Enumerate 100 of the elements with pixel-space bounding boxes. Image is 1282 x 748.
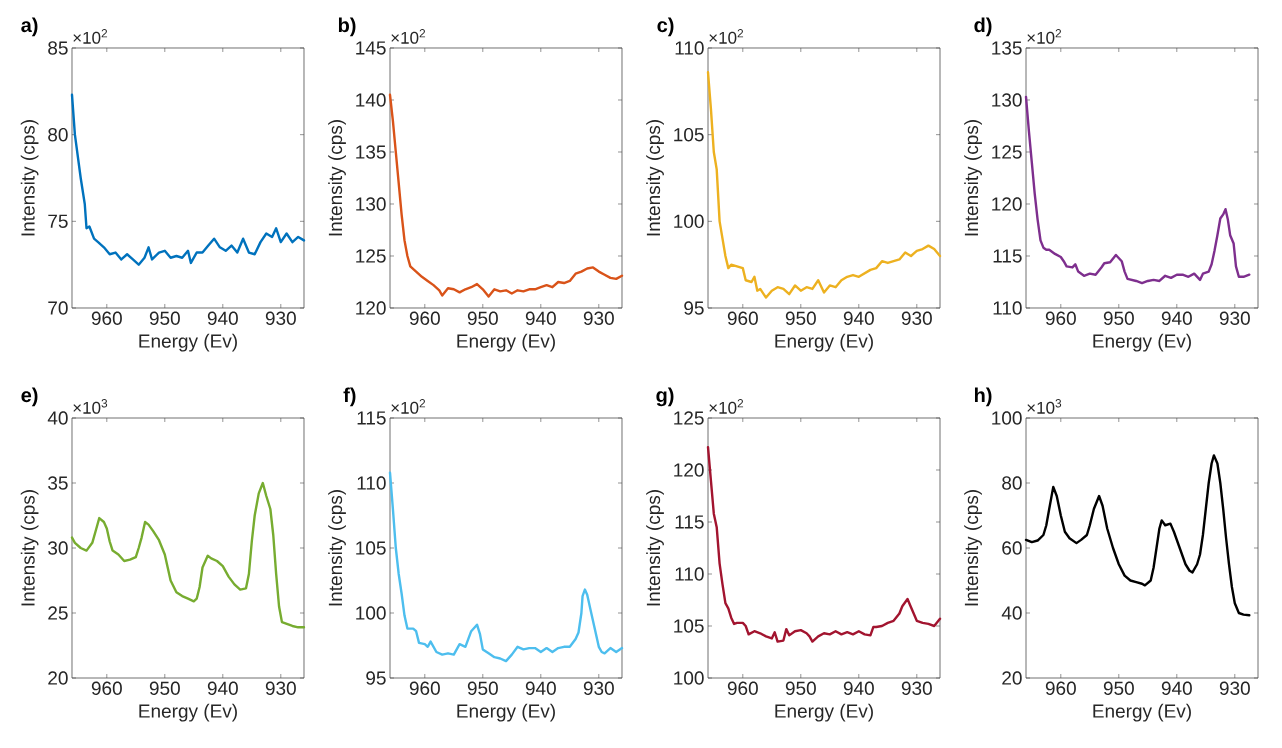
chart-title: f) [343, 387, 356, 407]
x-tick-label: 940 [843, 311, 874, 325]
y-tick-label: 125 [356, 249, 386, 263]
x-tick-label: 930 [1219, 311, 1250, 325]
y-tick-label: 120 [992, 197, 1022, 211]
line-series [70, 481, 306, 629]
text: ×10$^{2}$ [709, 29, 744, 44]
y-tick-label: 25 [48, 606, 68, 620]
y-tick-label: 140 [356, 93, 386, 107]
x-axis-title: Energy (Ev) [775, 333, 873, 352]
y-axis-title: Intensity (cps) [328, 120, 346, 236]
y-tick-label: 115 [357, 411, 386, 425]
x-axis-title: Energy (Ev) [457, 333, 555, 352]
y-tick-label: 95 [366, 671, 386, 685]
y-tick-label: 110 [993, 301, 1022, 315]
text: ×10$^{3}$ [73, 399, 108, 414]
x-axis-title: Energy (Ev) [139, 703, 237, 722]
text: ×10$^{3}$ [1027, 399, 1062, 414]
y-tick-label: 125 [992, 145, 1022, 159]
y-tick-label: 125 [674, 411, 704, 425]
x-tick-label: 940 [843, 681, 874, 695]
chart-title: h) [974, 387, 992, 407]
y-tick-label: 20 [48, 671, 68, 685]
y-tick-label: 110 [675, 567, 704, 581]
line-series [388, 471, 624, 663]
line-series [70, 93, 306, 266]
x-tick-label: 940 [207, 681, 238, 695]
x-tick-label: 950 [149, 681, 180, 695]
x-tick-label: 950 [149, 311, 180, 325]
y-tick-label: 120 [356, 301, 386, 315]
x-tick-label: 940 [207, 311, 238, 325]
line-series [1024, 95, 1251, 285]
text: ×10$^{2}$ [709, 399, 744, 414]
chart-title: b) [338, 17, 356, 37]
y-tick-label: 110 [675, 41, 704, 55]
y-tick-label: 105 [356, 541, 386, 555]
y-tick-label: 100 [674, 214, 704, 229]
x-axis-title: Energy (Ev) [775, 703, 873, 722]
y-axis-title: Intensity (cps) [328, 490, 346, 606]
y-tick-label: 80 [48, 127, 68, 142]
x-tick-label: 930 [901, 681, 932, 695]
x-tick-label: 930 [265, 681, 296, 695]
y-tick-label: 100 [674, 671, 704, 685]
x-axis-title: Energy (Ev) [457, 703, 555, 722]
x-tick-label: 960 [727, 681, 758, 695]
x-tick-label: 950 [1103, 311, 1134, 325]
y-axis-title: Intensity (cps) [646, 490, 664, 606]
chart-title: g) [656, 387, 674, 407]
x-tick-label: 960 [727, 311, 758, 325]
y-tick-label: 110 [357, 476, 386, 490]
y-tick-label: 135 [356, 145, 386, 159]
y-tick-label: 105 [674, 127, 704, 142]
y-tick-label: 80 [1002, 476, 1022, 490]
x-tick-label: 950 [467, 681, 498, 695]
y-tick-label: 35 [48, 476, 68, 490]
x-tick-label: 940 [525, 681, 556, 695]
x-tick-label: 930 [583, 311, 614, 325]
y-axis-title: Intensity (cps) [20, 120, 39, 236]
text: ×10$^{2}$ [391, 29, 426, 44]
x-tick-label: 940 [525, 311, 556, 325]
x-tick-label: 940 [1161, 681, 1192, 695]
x-tick-label: 940 [1161, 311, 1192, 325]
y-tick-label: 100 [356, 606, 386, 620]
x-axis-title: Energy (Ev) [1093, 333, 1191, 352]
y-tick-label: 30 [48, 541, 68, 555]
chart-title: a) [21, 17, 38, 37]
x-axis-title: Energy (Ev) [139, 333, 237, 352]
x-tick-label: 960 [1045, 311, 1076, 325]
x-tick-label: 930 [901, 311, 932, 325]
x-tick-label: 960 [91, 311, 122, 325]
x-tick-label: 960 [409, 681, 440, 695]
y-tick-label: 85 [48, 41, 68, 55]
y-tick-label: 115 [675, 515, 704, 529]
y-tick-label: 130 [356, 197, 386, 211]
y-tick-label: 75 [48, 214, 68, 228]
y-axis-title: Intensity (cps) [20, 490, 39, 606]
y-tick-label: 95 [684, 301, 704, 315]
y-axis-title: Intensity (cps) [964, 490, 982, 606]
y-tick-label: 40 [1001, 606, 1022, 620]
x-tick-label: 930 [1219, 681, 1250, 695]
y-tick-label: 100 [992, 411, 1022, 425]
x-tick-label: 960 [91, 681, 122, 695]
x-tick-label: 930 [265, 311, 296, 325]
y-tick-label: 40 [47, 411, 68, 425]
y-axis-title: Intensity (cps) [646, 120, 664, 236]
x-tick-label: 930 [583, 681, 614, 695]
y-tick-label: 135 [992, 41, 1022, 55]
text: ×10$^{2}$ [391, 399, 426, 414]
x-tick-label: 960 [1045, 681, 1076, 695]
y-tick-label: 70 [48, 301, 68, 315]
x-tick-label: 960 [409, 311, 440, 325]
y-tick-label: 145 [356, 41, 386, 55]
x-tick-label: 950 [785, 681, 816, 695]
y-axis-title: Intensity (cps) [964, 120, 982, 236]
chart-title: e) [21, 387, 38, 407]
x-tick-label: 950 [785, 311, 816, 325]
y-tick-label: 60 [1002, 541, 1022, 555]
y-tick-label: 105 [674, 619, 704, 633]
y-tick-label: 115 [993, 249, 1022, 263]
text: ×10$^{2}$ [1027, 29, 1062, 44]
